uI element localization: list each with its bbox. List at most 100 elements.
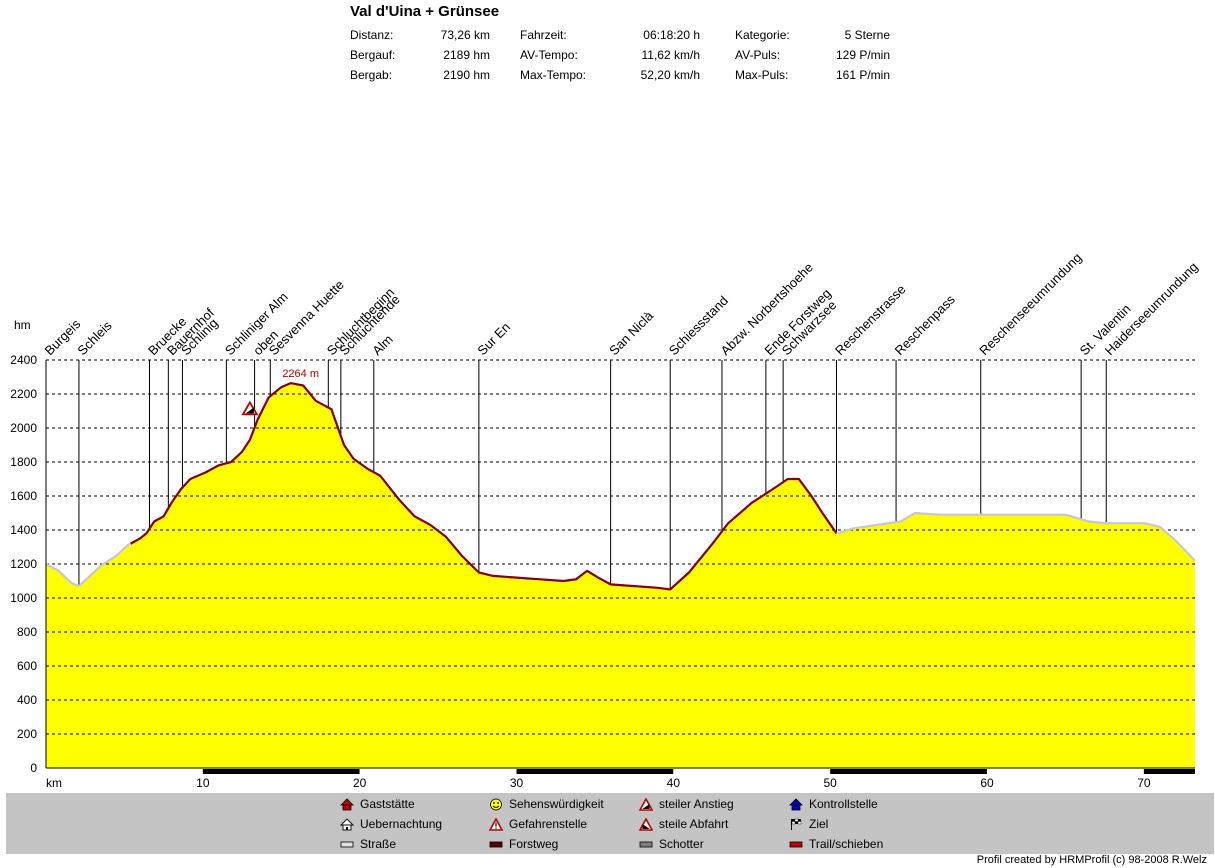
legend-item-steep-climb: steiler Anstieg [639, 797, 734, 811]
legend-item-restaurant: Gaststätte [340, 797, 415, 811]
stat-value-avg-pulse: 129 P/min [835, 48, 890, 62]
stat-value-ascent: 2189 hm [443, 48, 490, 62]
km-scale-segment [673, 769, 831, 774]
legend-label: Sehenswürdigkeit [509, 797, 604, 811]
km-scale-segment [516, 769, 674, 774]
km-scale-segment [830, 769, 988, 774]
legend-label: Gefahrenstelle [509, 817, 588, 831]
legend: Gaststätte Uebernachtung Straße Sehenswü… [6, 793, 1214, 854]
waypoint-label: San Niclà [606, 308, 656, 358]
steep-descent-icon [639, 817, 653, 831]
y-tick-label: 600 [17, 659, 37, 673]
y-axis-label: hm [14, 318, 31, 332]
stat-label-category: Kategorie: [735, 28, 790, 42]
steep-climb-icon [639, 797, 653, 811]
lodging-icon [340, 817, 354, 830]
legend-item-finish: Ziel [789, 817, 828, 831]
legend-label: Forstweg [509, 837, 559, 851]
x-tick-label: 60 [980, 776, 994, 790]
trail-swatch [789, 841, 803, 847]
credit-text: Profil created by HRMProfil (c) 98-2008 … [976, 854, 1207, 866]
waypoint-label: Reschenpass [892, 291, 959, 358]
y-tick-label: 200 [17, 727, 37, 741]
profile-line-road [45, 563, 80, 588]
stat-value-avg-speed: 11,62 km/h [641, 48, 700, 62]
km-scale-segment [359, 769, 517, 774]
y-tick-label: 1200 [10, 557, 37, 571]
elevation-area [46, 383, 1195, 768]
legend-item-road: Straße [340, 837, 396, 851]
profile-line-trail [130, 381, 479, 572]
profile-line-road [836, 511, 1196, 562]
waypoint-label: Burgeis [42, 316, 84, 358]
legend-label: Trail/schieben [809, 837, 884, 851]
x-tick-label: 10 [196, 776, 210, 790]
waypoint-label: Sur En [474, 319, 513, 358]
stat-value-category: 5 Sterne [844, 28, 890, 42]
y-tick-label: 1400 [10, 523, 37, 537]
y-tick-label: 400 [17, 693, 37, 707]
stat-label-avg-pulse: AV-Puls: [735, 48, 781, 62]
legend-label: steile Abfahrt [659, 817, 729, 831]
km-scale-segment [46, 769, 203, 774]
km-scale-segment [202, 769, 360, 774]
stat-value-descent: 2190 hm [443, 68, 490, 82]
km-scale-segment [987, 769, 1144, 774]
gravel-swatch [639, 841, 653, 847]
forest-road-swatch [489, 841, 503, 847]
y-tick-label: 2000 [10, 421, 37, 435]
road-swatch [340, 841, 354, 847]
marker-slope [245, 407, 254, 414]
max-elevation-label: 2264 m [282, 368, 319, 380]
stat-label-ride-time: Fahrzeit: [520, 28, 567, 42]
y-tick-label: 0 [30, 761, 37, 775]
checkpoint-icon [789, 797, 803, 810]
y-tick-label: 800 [17, 625, 37, 639]
profile-line-road [78, 542, 132, 587]
x-axis-label: km [46, 776, 62, 790]
legend-item-trail: Trail/schieben [789, 837, 883, 851]
legend-item-danger: Gefahrenstelle [489, 817, 587, 831]
legend-label: Straße [360, 837, 397, 851]
sight-icon [490, 798, 502, 810]
danger-icon [489, 817, 503, 831]
y-tick-label: 1600 [10, 489, 37, 503]
legend-label: Ziel [809, 817, 829, 831]
legend-item-forest-road: Forstweg [489, 837, 558, 851]
legend-label: Uebernachtung [360, 817, 443, 831]
stat-label-distance: Distanz: [350, 28, 394, 42]
waypoint-label: Reschenseeumrundung [976, 250, 1084, 358]
stat-label-avg-speed: AV-Tempo: [520, 48, 578, 62]
stat-value-distance: 73,26 km [440, 28, 490, 42]
elevation-profile-chart: 0 200 400 600 800 1000 1200 1400 1600 1800 2000 220… [10, 250, 1200, 790]
x-tick-label: 20 [353, 776, 367, 790]
x-tick-label: 30 [510, 776, 524, 790]
x-tick-label: 50 [824, 776, 838, 790]
x-tick-label: 40 [667, 776, 681, 790]
profile-line-trail [476, 570, 572, 583]
restaurant-icon [340, 797, 354, 810]
stat-label-descent: Bergab: [350, 68, 393, 82]
steep-climb-icon [241, 400, 259, 416]
y-tick-label: 1000 [10, 591, 37, 605]
stat-label-max-pulse: Max-Puls: [735, 68, 789, 82]
stat-label-ascent: Bergauf: [350, 48, 396, 62]
legend-label: Schotter [659, 837, 704, 851]
stat-value-ride-time: 06:18:20 h [643, 28, 700, 42]
stat-label-max-speed: Max-Tempo: [520, 68, 587, 82]
legend-item-checkpoint: Kontrollstelle [789, 797, 878, 811]
legend-item-steep-descent: steile Abfahrt [639, 817, 728, 831]
legend-label: steiler Anstieg [659, 797, 734, 811]
stat-value-max-pulse: 161 P/min [835, 68, 890, 82]
legend-item-gravel: Schotter [639, 837, 704, 851]
waypoint-label: Schleis [74, 318, 115, 359]
legend-item-lodging: Uebernachtung [340, 817, 442, 831]
y-tick-label: 1800 [10, 455, 37, 469]
legend-item-sight: Sehenswürdigkeit [489, 797, 604, 811]
km-scale-segment [1143, 769, 1195, 774]
profile-line-trail [571, 477, 838, 591]
x-tick-label: 70 [1137, 776, 1151, 790]
page-title: Val d'Uina + Grünsee [350, 3, 500, 20]
legend-label: Gaststätte [360, 797, 415, 811]
finish-flag-icon [791, 818, 802, 830]
